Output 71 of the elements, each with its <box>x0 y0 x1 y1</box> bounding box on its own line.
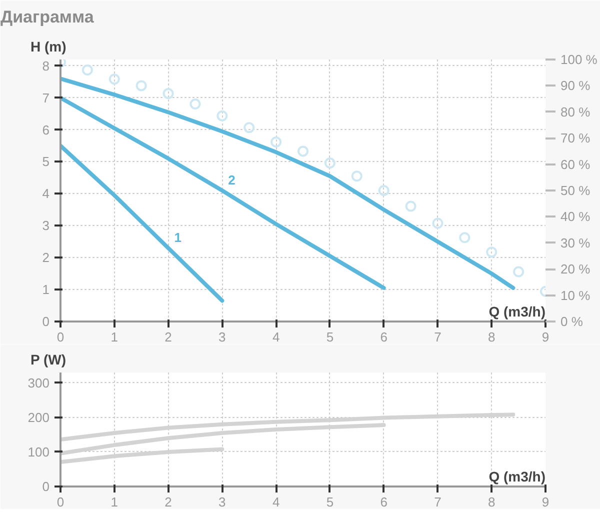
x-tick-label: 3 <box>218 330 226 344</box>
y2-tick-label: 10 % <box>560 288 591 303</box>
x-tick-label: 9 <box>542 494 550 510</box>
point <box>432 218 444 229</box>
y-tick-label: 1 <box>42 282 50 298</box>
y2-tick-label: 50 % <box>560 183 591 198</box>
x-tick-label: 9 <box>542 330 550 344</box>
y-tick-label: 0 <box>42 479 50 494</box>
x-tick-label: 7 <box>434 330 442 344</box>
point <box>513 266 524 278</box>
y2-tick-label: 40 % <box>560 209 591 224</box>
y2-tick-label: 60 % <box>560 156 591 172</box>
line-series <box>60 96 386 290</box>
point <box>486 246 498 258</box>
chart-title: Диаграмма <box>0 8 94 26</box>
point <box>270 136 282 148</box>
x-tick-label: 2 <box>164 330 172 344</box>
x-axis-title: Q (m3/h) <box>488 468 546 484</box>
line-series <box>60 76 516 290</box>
point <box>190 98 201 110</box>
y2-tick-label: 20 % <box>560 262 591 277</box>
series-label: 2 <box>228 172 236 188</box>
y2-tick-label: 70 % <box>560 130 591 146</box>
y-tick-label: 4 <box>42 186 50 202</box>
y-axis-title: P (W) <box>30 352 66 368</box>
point <box>216 110 228 122</box>
x-tick-label: 5 <box>326 330 334 344</box>
y2-tick-label: 0 % <box>560 314 584 329</box>
x-tick-label: 5 <box>326 494 334 510</box>
x-tick-label: 4 <box>272 494 280 510</box>
point <box>351 170 362 182</box>
y-tick-label: 3 <box>42 218 50 234</box>
line-series <box>60 144 224 303</box>
y2-tick-label: 80 % <box>560 104 591 120</box>
x-tick-label: 6 <box>380 494 388 510</box>
point <box>244 122 255 134</box>
y-tick-label: 5 <box>42 154 50 170</box>
x-tick-label: 2 <box>164 494 172 510</box>
y-tick-label: 8 <box>42 58 50 74</box>
y-tick-label: 300 <box>28 375 50 390</box>
y2-tick-label: 30 % <box>560 235 591 250</box>
x-tick-label: 0 <box>56 330 64 344</box>
x-tick-label: 8 <box>488 330 496 344</box>
point <box>82 64 93 76</box>
x-tick-label: 6 <box>380 330 388 344</box>
x-tick-label: 8 <box>488 494 496 510</box>
y-axis-title: H (m) <box>30 38 66 54</box>
x-axis-title: Q (m3/h) <box>488 304 546 320</box>
y-tick-label: 100 <box>28 444 50 460</box>
y2-tick-label: 100 % <box>560 52 598 67</box>
point <box>108 74 120 85</box>
x-tick-label: 7 <box>434 494 442 510</box>
point <box>136 80 147 92</box>
x-tick-label: 1 <box>110 330 118 344</box>
y-tick-label: 2 <box>42 250 50 266</box>
point <box>405 200 416 212</box>
x-tick-label: 1 <box>110 494 118 510</box>
x-tick-label: 0 <box>56 494 64 510</box>
x-tick-label: 3 <box>218 494 226 510</box>
series-label: 1 <box>174 230 182 246</box>
point <box>324 158 336 168</box>
y-tick-label: 7 <box>42 90 50 106</box>
y-tick-label: 6 <box>42 122 50 138</box>
y-tick-label: 200 <box>28 410 50 425</box>
point <box>378 185 390 196</box>
point <box>459 232 470 244</box>
point <box>298 146 308 157</box>
point <box>162 88 174 100</box>
y2-tick-label: 90 % <box>560 78 591 94</box>
x-tick-label: 4 <box>272 330 280 344</box>
y-tick-label: 0 <box>42 314 50 329</box>
